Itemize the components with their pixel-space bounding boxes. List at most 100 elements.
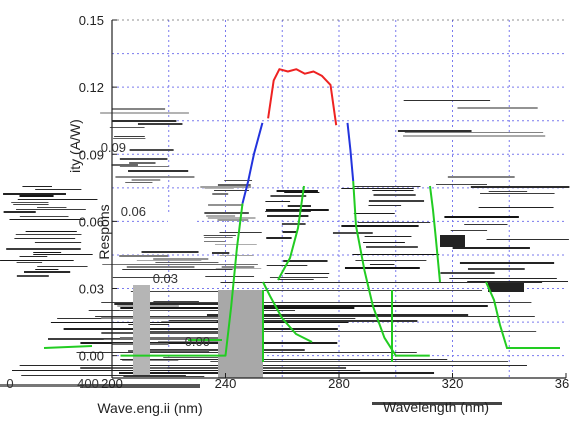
artifact-stripe <box>217 219 249 221</box>
artifact-stripe <box>3 193 66 195</box>
artifact-stripe <box>50 322 349 323</box>
artifact-stripe <box>355 260 427 261</box>
artifact-green-fragment <box>43 345 93 349</box>
artifact-stripe <box>220 282 543 283</box>
artifact-stripe <box>80 384 200 388</box>
artifact-stripe <box>364 236 412 237</box>
artifact-stripe <box>143 331 537 332</box>
artifact-stripe <box>136 260 202 261</box>
artifact-stripe <box>397 130 472 132</box>
x-tick-label: 280 <box>328 376 350 391</box>
artifact-stripe <box>205 276 255 277</box>
artifact-stripe <box>33 252 62 253</box>
series-line-5 <box>352 181 430 357</box>
y-tick-label: 0.12 <box>79 80 104 95</box>
artifact-stripe <box>35 189 82 190</box>
scan-artifacts <box>0 100 570 405</box>
artifact-stripe <box>112 277 173 278</box>
artifact-stripe <box>153 258 209 260</box>
artifact-stripe <box>128 350 210 352</box>
artifact-stripe <box>287 205 311 207</box>
artifact-stripe <box>224 180 253 181</box>
artifact-stripe <box>153 301 199 303</box>
y-tick-label: 0.00 <box>79 349 104 364</box>
artifact-stripe <box>207 217 256 219</box>
artifact-stripe <box>33 254 93 255</box>
artifact-stripe <box>452 247 530 249</box>
artifact-stripe <box>204 241 226 242</box>
artifact-stripe <box>101 332 259 334</box>
artifact-stripe <box>80 367 347 369</box>
artifact-stripe <box>373 194 416 196</box>
artifact-stripe <box>281 223 306 225</box>
artifact-stripe <box>119 310 210 311</box>
artifact-block <box>218 290 263 378</box>
series-line-4 <box>120 203 244 357</box>
artifact-stripe <box>120 359 448 360</box>
artifact-stripe <box>80 342 338 344</box>
artifact-stripe <box>450 230 488 231</box>
series-line-2 <box>241 122 264 204</box>
artifact-stripe <box>3 211 36 213</box>
artifact-stripe <box>9 219 84 220</box>
artifact-stripe <box>208 204 244 206</box>
x-axis-title-right: Wavelength (nm) <box>383 399 489 415</box>
artifact-stripe <box>95 316 535 317</box>
artifact-stripe <box>225 305 488 307</box>
artifact-stripe <box>265 201 291 202</box>
artifact-stripe <box>266 237 292 239</box>
x-axis-title-left: Wave.eng.ii (nm) <box>97 400 202 416</box>
artifact-stripe <box>22 186 52 187</box>
artifact-stripe <box>210 361 509 362</box>
artifact-stripe <box>204 188 234 189</box>
artifact-stripe <box>128 170 189 172</box>
artifact-stripe <box>119 337 227 339</box>
artifact-stripe <box>344 267 420 269</box>
artifact-stripe <box>464 224 508 225</box>
artifact-stripe <box>0 260 74 261</box>
artifact-stripe <box>122 269 233 270</box>
artifact-stripe <box>200 186 252 188</box>
artifact-stripe <box>16 209 86 210</box>
artifact-stripe <box>163 357 226 358</box>
artifact-stripe <box>101 317 242 319</box>
artifact-stripe <box>129 162 156 164</box>
artifact-stripe <box>211 252 230 254</box>
x-tick-label: 200 <box>101 376 123 391</box>
artifact-stripe <box>19 256 48 257</box>
artifact-stripe <box>155 262 219 263</box>
x-tick-label: 36 <box>555 376 569 391</box>
artifact-stripe <box>130 291 244 292</box>
artifact-stripe <box>480 193 555 194</box>
y-tick-label: 0.06 <box>79 214 104 229</box>
artifact-stripe <box>15 234 82 235</box>
artifact-stripe <box>214 190 249 191</box>
artifact-stripe <box>470 186 570 188</box>
artifact-stripe <box>478 207 554 208</box>
artifact-stripe <box>11 202 49 203</box>
artifact-stripe <box>449 278 557 279</box>
y-tick-label: 0.03 <box>79 282 104 297</box>
artifact-stripe <box>372 190 414 191</box>
tick-labels: 0.15 0.12 0.09 0.06 0.03 0.00 200 240 280 320 36 0.… <box>6 13 569 391</box>
inset-tick-label: 0.00 <box>185 334 210 349</box>
artifact-stripe <box>19 216 69 217</box>
artifact-block <box>440 235 465 247</box>
artifact-stripe <box>161 321 217 322</box>
artifact-stripe <box>204 212 249 214</box>
artifact-stripe <box>0 384 80 387</box>
axis-titles: ity (A/W) Respons Wave.eng.ii (nm) Wavel… <box>67 119 489 416</box>
artifact-stripe <box>141 251 199 253</box>
artifact-stripe <box>372 402 502 405</box>
artifact-stripe <box>34 242 82 243</box>
artifact-stripe <box>341 188 414 189</box>
y-tick-label: 0.09 <box>79 147 104 162</box>
artifact-stripe <box>457 107 538 109</box>
artifact-stripe <box>204 237 233 238</box>
artifact-green-fragment <box>429 185 441 283</box>
artifact-stripe <box>212 193 229 195</box>
axes <box>111 19 567 379</box>
artifact-stripe <box>11 370 361 371</box>
artifact-stripe <box>112 108 166 110</box>
artifact-stripe <box>459 262 555 264</box>
